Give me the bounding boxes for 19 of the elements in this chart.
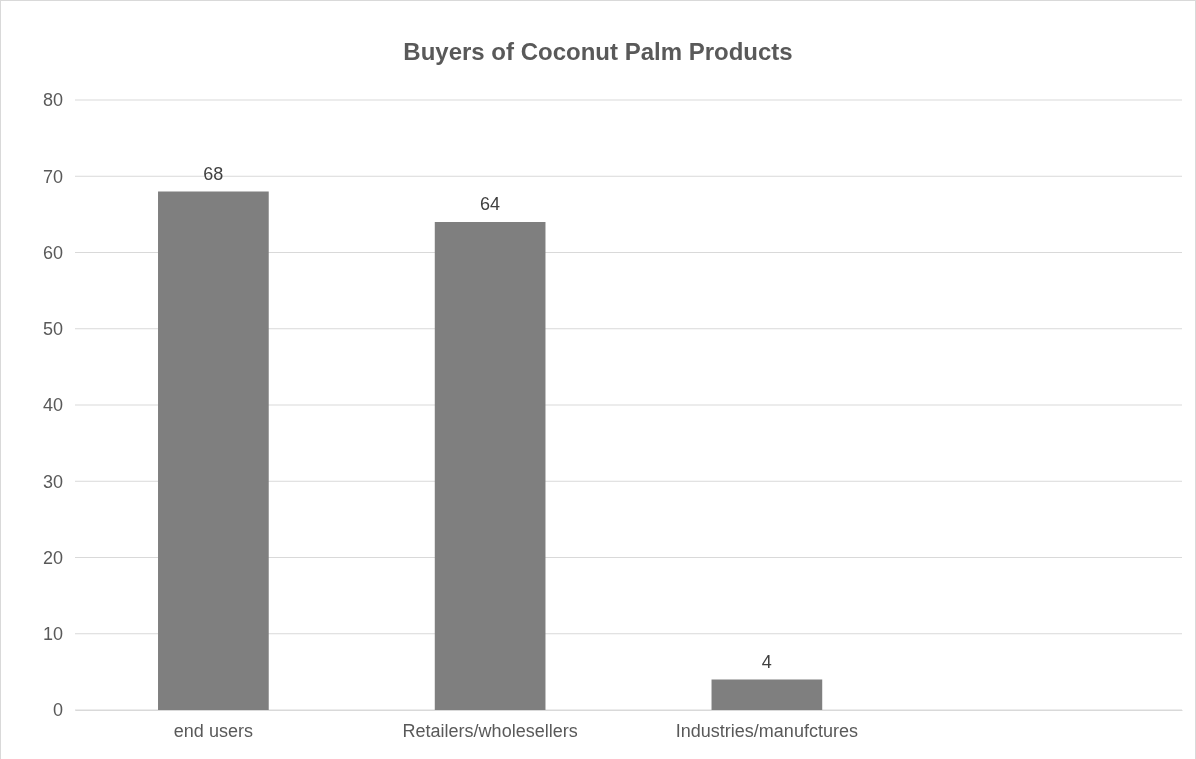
y-tick-label: 40 [42, 395, 63, 416]
data-label: 68 [203, 163, 224, 184]
bar [158, 191, 269, 710]
y-tick-label: 50 [42, 319, 63, 340]
data-label: 4 [761, 651, 772, 672]
bar [711, 679, 823, 710]
chart-title: Buyers of Coconut Palm Products [403, 38, 793, 65]
y-tick-label: 60 [42, 242, 63, 263]
x-tick-label: end users [173, 720, 253, 741]
x-tick-label: Industries/manufctures [675, 720, 858, 741]
x-tick-label: Retailers/wholesellers [402, 720, 578, 741]
data-label: 64 [480, 194, 501, 214]
y-tick-label: 10 [42, 624, 63, 645]
y-tick-label: 30 [42, 471, 63, 492]
y-tick-label: 20 [42, 547, 63, 568]
y-tick-label: 80 [42, 90, 63, 111]
bar [434, 222, 546, 710]
y-tick-label: 70 [42, 166, 63, 187]
y-tick-label: 0 [52, 700, 63, 721]
